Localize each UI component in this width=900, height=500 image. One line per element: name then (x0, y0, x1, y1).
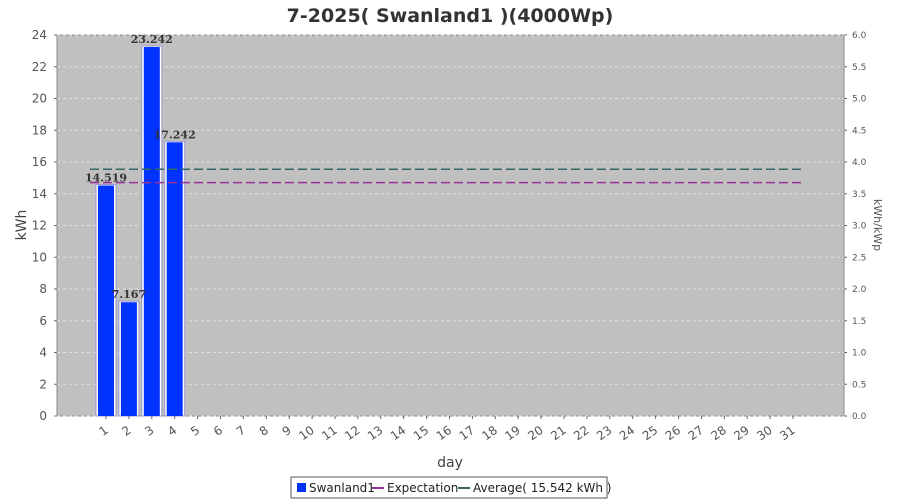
x-tick-label: 24 (617, 423, 638, 443)
data-label: 14.519 (85, 172, 127, 185)
x-tick-label: 5 (188, 423, 202, 439)
y-right-tick-label: 0.0 (852, 412, 867, 422)
x-tick-label: 23 (594, 423, 615, 443)
x-axis-label: day (437, 455, 463, 471)
grid (57, 34, 844, 417)
x-tick-label: 18 (479, 423, 500, 443)
y-right-tick-label: 3.5 (852, 190, 866, 200)
bars (95, 45, 186, 417)
y-tick-label: 12 (32, 219, 47, 233)
y-right-tick-label: 1.5 (852, 317, 866, 327)
x-tick-label: 29 (731, 423, 752, 443)
legend-item-expectation: Expectation (387, 481, 458, 495)
y-tick-label: 14 (32, 187, 47, 201)
y-axis-right-label: kWh/kWp (871, 199, 884, 251)
legend-swatch-swanland1 (297, 483, 306, 492)
y-tick-label: 8 (39, 282, 47, 296)
y-right-tick-label: 4.5 (852, 126, 866, 136)
x-tick-label: 30 (754, 423, 775, 443)
x-tick-label: 14 (388, 423, 409, 443)
x-tick-label: 1 (96, 423, 110, 439)
x-tick-label: 26 (663, 423, 684, 443)
y-right-tick-label: 0.5 (852, 380, 866, 390)
x-tick-label: 8 (257, 423, 271, 439)
x-tick-label: 7 (234, 423, 248, 439)
bar (98, 185, 114, 416)
y-tick-label: 24 (32, 28, 47, 42)
bar (120, 302, 137, 416)
y-tick-label: 18 (32, 123, 47, 137)
x-tick-label: 15 (411, 423, 432, 443)
y-right-tick-label: 6.0 (852, 31, 867, 41)
legend-item-average: Average( 15.542 kWh ) (473, 481, 612, 495)
y-right-tick-label: 4.0 (852, 158, 867, 168)
legend-box (290, 476, 608, 499)
y-right-tick-label: 2.0 (852, 285, 867, 295)
y-tick-label: 6 (39, 314, 47, 328)
x-tick-label: 13 (365, 423, 386, 443)
x-tick-label: 10 (296, 423, 317, 443)
x-tick-label: 6 (211, 423, 225, 439)
y-tick-label: 4 (39, 346, 47, 360)
legend: Swanland1 Expectation Average( 15.542 kW… (290, 476, 612, 499)
x-tick-label: 16 (434, 423, 455, 443)
y-right-tick-label: 5.5 (852, 63, 866, 73)
x-tick-label: 11 (319, 423, 340, 443)
y-axis-right-ticks: 0.0 0.5 1.0 1.5 2.0 2.5 3.0 3.5 4.0 4.5 5.0 5.5 6.0 (844, 31, 867, 422)
y-right-tick-label: 3.0 (852, 222, 867, 232)
x-tick-label: 31 (777, 423, 798, 443)
x-tick-label: 25 (640, 423, 661, 443)
x-tick-label: 17 (457, 423, 478, 443)
y-right-tick-label: 1.0 (852, 349, 867, 359)
bar (143, 47, 160, 416)
x-tick-label: 19 (502, 423, 523, 443)
x-tick-label: 9 (280, 423, 294, 439)
data-label: 7.167 (112, 288, 146, 301)
plot-area: 14.519 7.167 23.242 17.242 (56, 33, 845, 417)
x-tick-label: 22 (571, 423, 592, 443)
data-label: 17.242 (154, 128, 196, 141)
x-tick-label: 3 (142, 423, 156, 439)
x-tick-label: 28 (708, 423, 729, 443)
x-tick-label: 2 (119, 423, 133, 439)
x-tick-label: 21 (548, 423, 569, 443)
y-right-tick-label: 2.5 (852, 253, 866, 263)
x-tick-label: 4 (165, 423, 179, 439)
y-tick-label: 22 (32, 60, 47, 74)
y-tick-label: 16 (32, 155, 47, 169)
x-tick-label: 27 (686, 423, 707, 443)
y-tick-label: 2 (39, 377, 47, 391)
x-axis-ticks: 1 2 3 4 5 6 7 8 9 10 11 12 13 14 15 16 17 18 19 20 21 22 23 24 2… (96, 416, 798, 443)
data-labels: 14.519 7.167 23.242 17.242 (85, 33, 196, 301)
y-axis-label: kWh (14, 210, 30, 241)
x-tick-label: 20 (525, 423, 546, 443)
legend-item-swanland1: Swanland1 (309, 481, 375, 495)
x-tick-label: 12 (342, 423, 363, 443)
y-tick-label: 10 (32, 250, 47, 264)
y-right-tick-label: 5.0 (852, 95, 867, 105)
y-tick-label: 0 (39, 409, 47, 423)
data-label: 23.242 (131, 33, 173, 46)
reference-lines (89, 168, 805, 184)
bar (166, 142, 183, 416)
y-tick-label: 20 (32, 92, 47, 106)
chart-title: 7-2025( Swanland1 )(4000Wp) (287, 5, 614, 27)
